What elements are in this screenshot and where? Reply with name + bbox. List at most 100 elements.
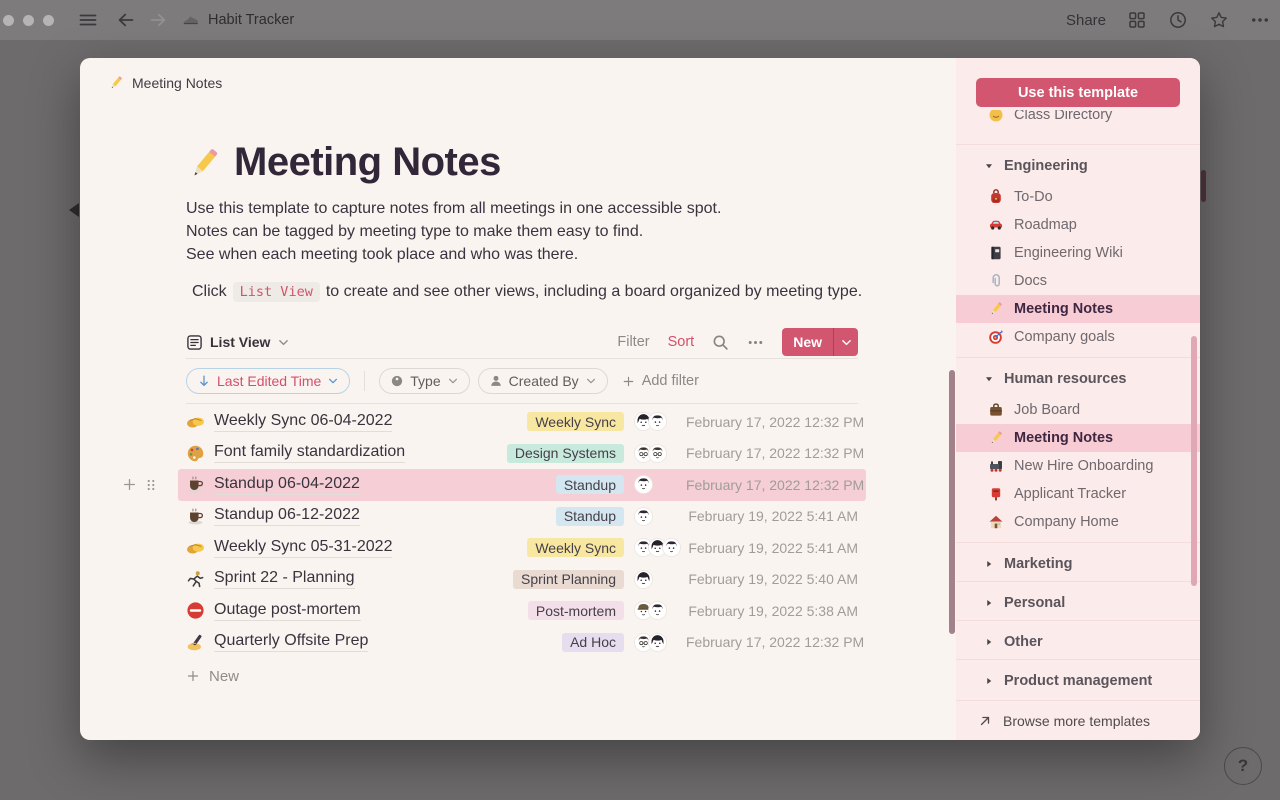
avatar bbox=[634, 569, 653, 589]
last-edited-date: February 19, 2022 5:41 AM bbox=[688, 539, 858, 556]
row-title[interactable]: Outage post-mortem bbox=[214, 601, 361, 621]
table-row[interactable]: Weekly Sync 06-04-2022 Weekly Sync Febru… bbox=[186, 406, 864, 438]
table-row[interactable]: Weekly Sync 05-31-2022 Weekly Sync Febru… bbox=[186, 532, 858, 564]
database-toolbar: List View Filter Sort New bbox=[186, 326, 858, 358]
type-tag: Post-mortem bbox=[527, 601, 624, 621]
arrow-up-right-icon bbox=[978, 714, 992, 728]
sidebar-section-header-marketing[interactable]: Marketing bbox=[956, 543, 1200, 581]
sidebar-item-class-directory[interactable]: Class Directory bbox=[956, 110, 1200, 130]
sidebar-item-company-home[interactable]: Company Home bbox=[956, 508, 1200, 536]
new-button[interactable]: New bbox=[782, 328, 858, 356]
plus-icon[interactable] bbox=[122, 477, 137, 492]
created-by-avatars bbox=[624, 538, 686, 558]
smiley-icon bbox=[988, 110, 1004, 123]
pencil-icon bbox=[108, 75, 124, 91]
sidebar-item-docs[interactable]: Docs bbox=[956, 267, 1200, 295]
drag-handle-icon[interactable] bbox=[144, 478, 158, 492]
sidebar-section-header-personal[interactable]: Personal bbox=[956, 582, 1200, 620]
row-title[interactable]: Weekly Sync 06-04-2022 bbox=[214, 412, 393, 432]
browse-more-templates-button[interactable]: Browse more templates bbox=[956, 700, 1200, 740]
sidebar-item-company-goals[interactable]: Company goals bbox=[956, 323, 1200, 351]
back-arrow-icon[interactable] bbox=[116, 10, 136, 30]
row-title[interactable]: Font family standardization bbox=[214, 443, 406, 464]
pencil-icon bbox=[988, 430, 1004, 446]
window-traffic-lights[interactable] bbox=[0, 14, 54, 26]
divider bbox=[186, 403, 858, 404]
coffee-icon bbox=[186, 475, 205, 494]
sidebar-section-label: Other bbox=[1004, 634, 1043, 650]
writing-hand-icon bbox=[186, 633, 205, 652]
more-options-icon[interactable] bbox=[747, 334, 764, 351]
triangle-down-icon bbox=[984, 374, 994, 384]
sidebar-item-label: New Hire Onboarding bbox=[1014, 458, 1154, 474]
share-button[interactable]: Share bbox=[1065, 11, 1106, 29]
table-row[interactable]: Quarterly Offsite Prep Ad Hoc February 1… bbox=[186, 627, 864, 659]
list-view-icon bbox=[186, 334, 203, 351]
view-switcher[interactable]: List View bbox=[186, 334, 290, 351]
type-tag: Ad Hoc bbox=[562, 632, 624, 652]
hint-line: Click List View to create and see other … bbox=[192, 282, 863, 302]
chevron-down-icon bbox=[447, 375, 459, 387]
locomotive-icon bbox=[988, 458, 1004, 474]
filter-chip-created-by[interactable]: Created By bbox=[477, 368, 608, 394]
row-title[interactable]: Sprint 22 - Planning bbox=[214, 569, 355, 590]
background-scrollbar bbox=[1201, 170, 1206, 202]
view-label: List View bbox=[210, 334, 271, 350]
sidebar-item-new-hire-onboarding[interactable]: New Hire Onboarding bbox=[956, 452, 1200, 480]
sidebar-scrollbar[interactable] bbox=[1191, 336, 1197, 586]
sidebar-section-header-other[interactable]: Other bbox=[956, 621, 1200, 659]
table-row[interactable]: Outage post-mortem Post-mortem February … bbox=[186, 595, 858, 627]
add-filter-button[interactable]: Add filter bbox=[622, 373, 699, 389]
table-row[interactable]: Sprint 22 - Planning Sprint Planning Feb… bbox=[186, 564, 858, 596]
sidebar-item-job-board[interactable]: Job Board bbox=[956, 396, 1200, 424]
new-button-label[interactable]: New bbox=[793, 334, 822, 350]
plus-icon bbox=[622, 375, 635, 388]
use-this-template-button[interactable]: Use this template bbox=[976, 78, 1180, 107]
type-tag: Weekly Sync bbox=[527, 412, 624, 432]
favorite-star-icon[interactable] bbox=[1209, 10, 1229, 30]
sort-chip-last-edited-time[interactable]: Last Edited Time bbox=[186, 368, 351, 394]
sort-button[interactable]: Sort bbox=[667, 334, 695, 350]
row-title[interactable]: Weekly Sync 05-31-2022 bbox=[214, 538, 393, 558]
history-clock-icon[interactable] bbox=[1168, 10, 1188, 30]
main-scrollbar[interactable] bbox=[949, 370, 955, 634]
type-tag: Design Systems bbox=[506, 443, 624, 463]
table-row[interactable]: Font family standardization Design Syste… bbox=[186, 438, 864, 470]
sidebar-item-to-do[interactable]: To-Do bbox=[956, 183, 1200, 211]
filter-chips-row: Last Edited Time Type Created By Add fil… bbox=[186, 359, 858, 403]
row-title[interactable]: Standup 06-04-2022 bbox=[214, 475, 360, 495]
sidebar-item-meeting-notes[interactable]: Meeting Notes bbox=[956, 424, 1200, 452]
app-topbar: Habit Tracker Share bbox=[0, 0, 1280, 40]
page-breadcrumb-title[interactable]: Habit Tracker bbox=[208, 12, 295, 28]
avatar bbox=[634, 475, 653, 495]
sidebar-item-meeting-notes[interactable]: Meeting Notes bbox=[956, 295, 1200, 323]
breadcrumb[interactable]: Meeting Notes bbox=[108, 75, 222, 91]
filter-chip-type[interactable]: Type bbox=[379, 368, 470, 394]
search-icon[interactable] bbox=[712, 334, 729, 351]
created-by-avatars bbox=[624, 632, 686, 652]
house-icon bbox=[988, 514, 1004, 530]
help-button[interactable]: ? bbox=[1224, 747, 1262, 785]
coffee-icon bbox=[186, 507, 205, 526]
sidebar-item-roadmap[interactable]: Roadmap bbox=[956, 211, 1200, 239]
more-options-icon[interactable] bbox=[1250, 10, 1270, 30]
person-icon bbox=[489, 374, 503, 388]
sidebar-item-applicant-tracker[interactable]: Applicant Tracker bbox=[956, 480, 1200, 508]
sidebar-section-header-product-management[interactable]: Product management bbox=[956, 660, 1200, 698]
updates-grid-icon[interactable] bbox=[1127, 10, 1147, 30]
sidebar-item-engineering-wiki[interactable]: Engineering Wiki bbox=[956, 239, 1200, 267]
new-button-dropdown[interactable] bbox=[833, 328, 858, 356]
new-row-button[interactable]: New bbox=[186, 660, 858, 692]
table-row[interactable]: Standup 06-04-2022 Standup February 17, … bbox=[123, 469, 866, 501]
sidebar-section-header-engineering[interactable]: Engineering bbox=[956, 145, 1200, 183]
row-title[interactable]: Quarterly Offsite Prep bbox=[214, 632, 369, 653]
filter-button[interactable]: Filter bbox=[617, 334, 650, 350]
table-row[interactable]: Standup 06-12-2022 Standup February 19, … bbox=[186, 501, 858, 533]
sidebar-section-header-human-resources[interactable]: Human resources bbox=[956, 358, 1200, 396]
sidebar-sections: Engineering To-Do Roadmap Engineering Wiki D… bbox=[956, 144, 1200, 698]
triangle-right-icon bbox=[984, 637, 994, 647]
template-sidebar: Use this template Class Directory Engine… bbox=[956, 58, 1200, 740]
hamburger-menu-icon[interactable] bbox=[78, 10, 98, 30]
chevron-down-icon bbox=[585, 375, 597, 387]
row-title[interactable]: Standup 06-12-2022 bbox=[214, 506, 360, 527]
